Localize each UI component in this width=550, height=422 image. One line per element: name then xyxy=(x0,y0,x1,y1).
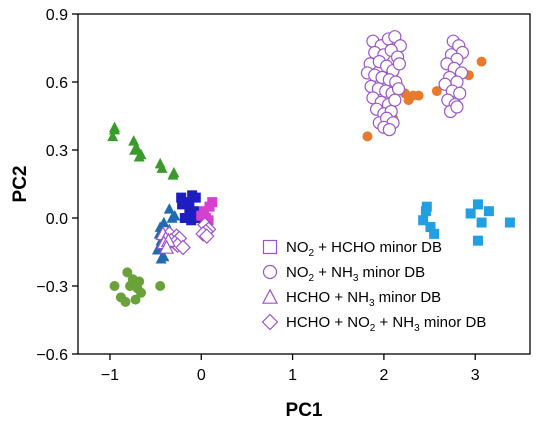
y-tick-label: 0.6 xyxy=(46,75,68,92)
data-point xyxy=(413,90,424,101)
data-point xyxy=(429,228,440,239)
legend-entry: HCHO + NO2 + NH3 minor DB xyxy=(261,313,486,334)
data-point xyxy=(388,93,402,107)
tick-labels: −1 0 1 2 3 −0.6 −0.3 0.0 0.3 0.6 0.9 xyxy=(36,7,479,384)
legend: NO2 + HCHO minor DB NO2 + NH3 minor DB HCH… xyxy=(261,239,486,334)
data-point xyxy=(392,57,407,71)
x-tick-label: 0 xyxy=(197,367,206,384)
series-5 xyxy=(155,225,176,254)
data-point xyxy=(130,294,141,305)
x-tick-label: 3 xyxy=(471,367,480,384)
data-point xyxy=(203,215,214,226)
series-9 xyxy=(418,199,515,246)
data-point xyxy=(472,199,483,210)
x-tick-label: 1 xyxy=(288,367,297,384)
data-point xyxy=(179,213,190,223)
data-point xyxy=(133,151,145,162)
data-point xyxy=(472,235,483,246)
data-point xyxy=(453,86,467,100)
legend-label: NO2 + HCHO minor DB xyxy=(286,239,442,259)
data-point xyxy=(156,162,168,173)
x-axis-title: PC1 xyxy=(286,400,323,421)
axes xyxy=(72,13,531,360)
data-point xyxy=(163,203,175,214)
data-point xyxy=(129,144,141,155)
legend-label: NO2 + NH3 minor DB xyxy=(286,264,425,284)
data-point xyxy=(504,217,515,228)
legend-label: HCHO + NH3 minor DB xyxy=(286,289,441,309)
data-point xyxy=(362,131,373,142)
y-tick-label: 0.0 xyxy=(46,211,68,228)
data-point xyxy=(107,130,119,142)
legend-marker xyxy=(261,313,279,331)
data-point xyxy=(465,208,476,219)
y-axis-title: PC2 xyxy=(10,166,31,203)
data-point xyxy=(382,123,396,137)
y-tick-label: 0.9 xyxy=(46,7,68,24)
data-point xyxy=(204,201,215,212)
data-point xyxy=(175,239,191,256)
data-point xyxy=(476,217,487,228)
series-8 xyxy=(360,30,470,137)
data-point xyxy=(418,215,429,226)
data-point xyxy=(425,222,436,233)
data-point xyxy=(476,56,487,67)
data-point xyxy=(186,215,197,226)
data-point xyxy=(177,199,188,210)
data-point xyxy=(155,281,166,291)
x-tick-label: 2 xyxy=(379,367,388,384)
data-point xyxy=(198,228,215,244)
data-points xyxy=(107,30,515,307)
data-point xyxy=(190,192,201,203)
legend-entry: HCHO + NH3 minor DB xyxy=(262,288,441,309)
legend-marker xyxy=(262,264,278,280)
data-point xyxy=(136,287,147,298)
y-tick-label: −0.6 xyxy=(36,347,68,364)
data-point xyxy=(483,206,494,217)
data-point xyxy=(431,86,442,97)
legend-label: HCHO + NO2 + NH3 minor DB xyxy=(286,314,486,334)
series-4 xyxy=(161,216,217,256)
data-point xyxy=(122,267,133,278)
data-point xyxy=(120,296,131,307)
data-point xyxy=(109,123,121,135)
legend-marker xyxy=(262,239,278,255)
y-tick-label: −0.3 xyxy=(36,279,68,296)
legend-entry: NO2 + HCHO minor DB xyxy=(262,239,442,259)
legend-marker xyxy=(262,288,278,304)
data-point xyxy=(420,206,431,217)
series-0 xyxy=(107,121,180,180)
series-6 xyxy=(109,267,166,307)
data-point xyxy=(159,239,175,254)
y-tick-label: 0.3 xyxy=(46,143,68,160)
data-point xyxy=(155,253,167,264)
data-point xyxy=(391,82,406,96)
x-tick-label: −1 xyxy=(101,367,119,384)
series-2 xyxy=(176,190,204,226)
legend-entry: NO2 + NH3 minor DB xyxy=(262,264,425,284)
data-point xyxy=(109,281,120,291)
data-point xyxy=(450,100,464,114)
data-point xyxy=(176,192,187,203)
plot-frame xyxy=(77,13,531,355)
data-point xyxy=(166,212,178,223)
data-point xyxy=(167,169,179,180)
